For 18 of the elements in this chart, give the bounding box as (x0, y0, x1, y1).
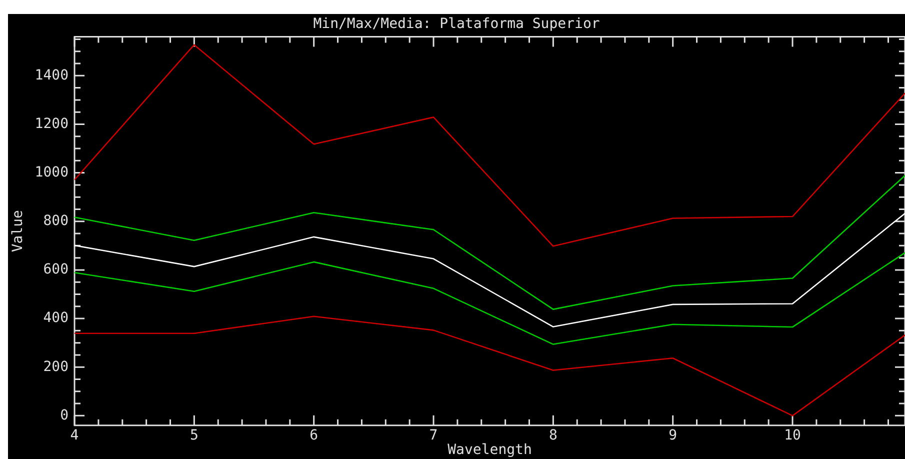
x-tick-label: 6 (310, 427, 318, 444)
chart-title: Min/Max/Media: Plataforma Superior (313, 16, 600, 32)
x-tick-label: 4 (70, 427, 79, 444)
x-tick-label: 9 (668, 427, 678, 444)
y-tick-label: 0 (60, 407, 69, 424)
y-tick-label: 600 (43, 262, 69, 278)
y-tick-label: 1000 (34, 164, 69, 180)
x-tick-label: 8 (548, 427, 558, 444)
y-tick-label: 1400 (34, 67, 69, 84)
x-tick-label: 5 (190, 427, 198, 444)
y-tick-label: 200 (43, 358, 69, 375)
x-axis-title: Wavelength (448, 442, 532, 458)
x-tick-label: 10 (784, 427, 801, 444)
y-tick-label: 400 (43, 310, 69, 326)
y-tick-label: 1200 (34, 116, 69, 132)
x-tick-label: 7 (429, 427, 438, 444)
y-tick-label: 800 (43, 213, 69, 230)
y-axis-title: Value (10, 210, 26, 252)
